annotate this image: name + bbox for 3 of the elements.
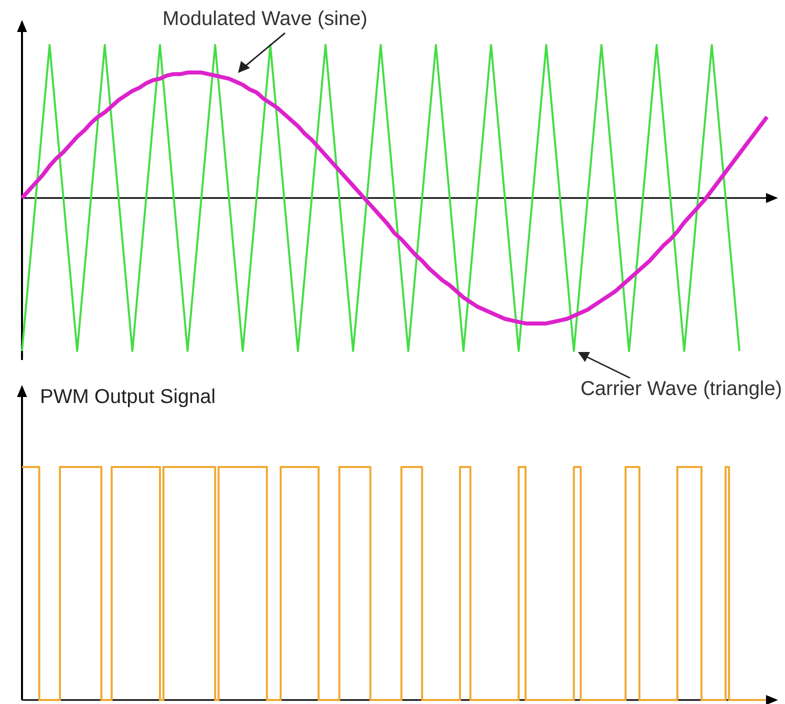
text: Carrier Wave (triangle) [580, 378, 782, 400]
chart-title: PWM Output Signal [40, 386, 216, 408]
text: Modulated Wave (sine) [162, 8, 368, 30]
